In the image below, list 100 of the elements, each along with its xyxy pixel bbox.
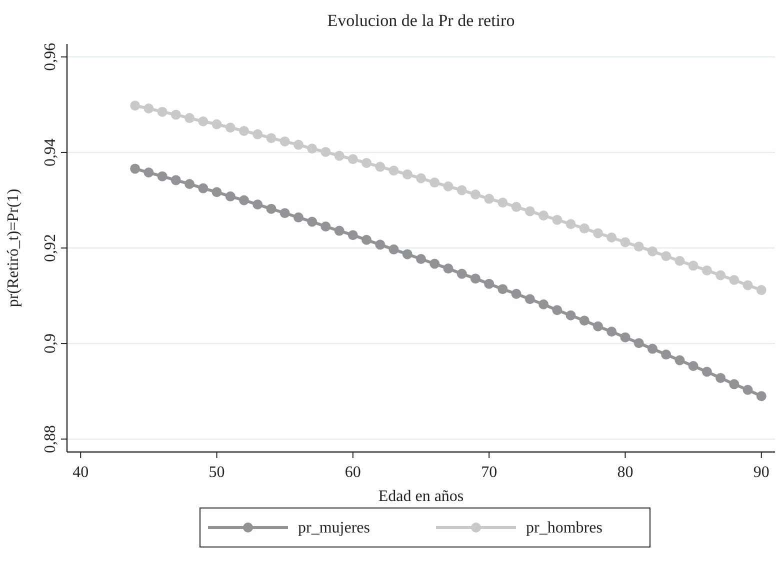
point [716, 372, 726, 383]
point [538, 299, 549, 310]
point [212, 119, 222, 130]
x-tick-label: 80 [617, 464, 634, 481]
point [170, 175, 181, 186]
point [552, 305, 562, 316]
point [702, 366, 712, 377]
point [225, 122, 236, 133]
x-tick-label: 40 [72, 464, 89, 481]
point [742, 280, 753, 290]
point [688, 260, 698, 271]
point [334, 150, 344, 161]
point [293, 212, 304, 222]
point [742, 384, 753, 395]
point [634, 338, 644, 348]
point [756, 391, 766, 402]
point [362, 158, 372, 168]
point [606, 326, 617, 337]
y-tick-label: 0,92 [42, 234, 59, 262]
point [430, 178, 440, 188]
point [538, 210, 549, 221]
point [470, 274, 480, 284]
point [402, 249, 412, 260]
point [647, 246, 658, 256]
point [239, 195, 249, 206]
point [388, 166, 399, 176]
point [334, 226, 344, 236]
point [362, 234, 372, 245]
point [756, 285, 766, 296]
point [729, 275, 740, 286]
point [688, 361, 698, 372]
point [579, 316, 590, 326]
y-tick-label: 0,96 [42, 42, 59, 71]
point [307, 144, 318, 154]
point [524, 206, 535, 216]
point [212, 187, 222, 198]
y-tick-label: 0,88 [42, 425, 59, 454]
x-tick-label: 90 [753, 464, 770, 481]
x-axis-title: Edad en años [378, 488, 464, 505]
point [416, 173, 426, 184]
point [484, 278, 494, 289]
point [198, 183, 208, 194]
point [498, 198, 508, 208]
y-tick-label: 0,94 [42, 138, 59, 166]
point [252, 129, 263, 140]
point [266, 204, 276, 214]
point [225, 191, 236, 202]
point [375, 162, 386, 172]
point [674, 355, 685, 366]
point [157, 106, 168, 117]
point [634, 242, 644, 252]
point [484, 194, 494, 204]
y-tick-label: 0,9 [42, 334, 59, 354]
point [130, 100, 140, 111]
point [198, 116, 208, 126]
point [524, 294, 535, 304]
point [416, 254, 426, 264]
x-tick-label: 60 [344, 464, 361, 481]
point [293, 140, 304, 150]
point [579, 223, 590, 234]
point [661, 251, 672, 262]
chart-title: Evolucion de la Pr de retiro [327, 11, 515, 30]
point [252, 200, 263, 210]
point [552, 214, 562, 225]
point [456, 185, 467, 196]
x-tick-label: 50 [208, 464, 225, 481]
point [620, 332, 630, 342]
point [388, 244, 399, 254]
point [702, 265, 712, 276]
point [307, 216, 318, 227]
legend-label: pr_hombres [526, 520, 602, 536]
point [443, 264, 454, 274]
point [320, 146, 331, 157]
point [170, 110, 181, 120]
point [620, 237, 630, 248]
point [498, 284, 508, 294]
point [593, 228, 603, 238]
point [348, 154, 358, 164]
point [443, 181, 454, 192]
point [593, 321, 603, 332]
point [647, 344, 658, 354]
point [130, 164, 140, 174]
point [716, 270, 726, 280]
point [144, 168, 154, 178]
point [430, 258, 440, 269]
point [606, 232, 617, 242]
point [661, 350, 672, 360]
point [266, 133, 276, 144]
x-tick-label: 70 [481, 464, 498, 481]
point [239, 126, 249, 136]
point [402, 169, 412, 180]
point [456, 268, 467, 279]
point [566, 219, 576, 230]
point [375, 240, 386, 250]
point [157, 171, 168, 182]
point [280, 136, 290, 146]
point [320, 222, 331, 232]
point [348, 230, 358, 240]
point [674, 256, 685, 266]
legend-label: pr_mujeres [298, 520, 370, 536]
